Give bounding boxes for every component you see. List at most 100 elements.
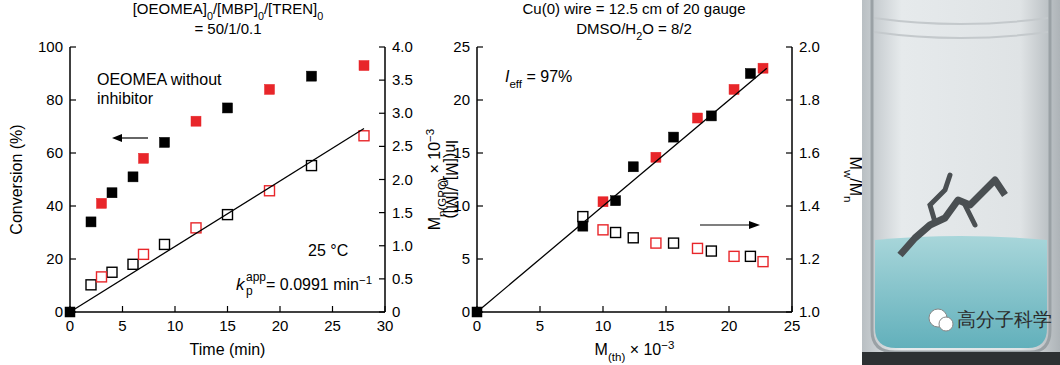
data-point (693, 243, 703, 253)
y-tick-label: 25 (453, 38, 470, 55)
y-tick-label: 100 (38, 38, 63, 55)
data-point (598, 225, 608, 235)
y2-tick (379, 179, 385, 180)
y-tick (70, 46, 76, 47)
data-point (128, 172, 138, 182)
y2-tick (379, 80, 385, 81)
text-part: n(GPC) (436, 178, 448, 217)
y2-tick (379, 245, 385, 246)
y2-tick-label: 1.2 (799, 250, 820, 267)
annotation: 25 °C (308, 242, 348, 259)
y2-tick (379, 212, 385, 213)
photo: 高分子科学 (862, 0, 1060, 365)
data-point (139, 153, 149, 163)
data-point (745, 69, 755, 79)
y2-tick (786, 258, 792, 259)
logo (939, 317, 953, 331)
x-tick-label: 0 (473, 317, 481, 334)
text-part: Cu(0) wire = 12.5 cm of 20 gauge (522, 0, 745, 17)
text-part: DMSO/H (576, 20, 636, 37)
y-tick (477, 152, 483, 153)
data-point (107, 267, 117, 277)
annotation: app (246, 270, 266, 284)
x-tick (665, 306, 666, 312)
text-part: O = 8/2 (642, 20, 692, 37)
x-tick (539, 306, 540, 312)
y2-tick-label: 0 (392, 303, 400, 320)
y2-tick-label: 4.0 (392, 38, 413, 55)
text-part: (th) (608, 351, 625, 363)
y-tick-label: 10 (453, 197, 470, 214)
x-tick-label: 15 (219, 317, 236, 334)
y2-tick-label: 2.0 (392, 171, 413, 188)
y-tick-label: 20 (453, 91, 470, 108)
data-point (628, 233, 638, 243)
y-tick (477, 99, 483, 100)
data-point (669, 132, 679, 142)
x-tick-label: 10 (167, 317, 184, 334)
text-part: [OEOMEA] (133, 0, 207, 17)
data-point (86, 280, 96, 290)
text-part: × 10 (426, 142, 443, 178)
panel: Cu(0) wire = 12.5 cm of 20 gauge DMSO/H2O… (424, 0, 864, 363)
y-tick-label: 80 (46, 91, 63, 108)
y-tick (70, 152, 76, 153)
annotation: p (246, 284, 253, 298)
x-tick (728, 306, 729, 312)
fit-line (70, 128, 364, 312)
y-tick (477, 46, 483, 47)
text-part: /[MBP] (213, 0, 258, 17)
y2-tick-label: 1.8 (799, 91, 820, 108)
x-axis-label: M(th) × 10−3 (595, 339, 675, 363)
y2-tick (786, 205, 792, 206)
text-part: Conversion (%) (8, 124, 25, 234)
y2-tick-label: 3.0 (392, 104, 413, 121)
text-part: M (595, 341, 608, 358)
data-point (97, 272, 107, 282)
data-point (693, 113, 703, 123)
x-tick-label: 5 (118, 317, 126, 334)
y-tick-label: 40 (46, 197, 63, 214)
y2-tick-label: 1.4 (799, 197, 820, 214)
x-tick-label: 25 (784, 317, 801, 334)
annotation: inhibitor (97, 90, 154, 107)
copper-wire (930, 175, 975, 225)
data-point (758, 257, 768, 267)
y2-tick-label: 2.5 (392, 137, 413, 154)
text-part: Time (min) (190, 341, 266, 358)
y-tick-label: 5 (462, 250, 470, 267)
y-tick-label: 60 (46, 144, 63, 161)
data-point (265, 84, 275, 94)
x-tick (602, 306, 603, 312)
y2-tick-label: 1.6 (799, 144, 820, 161)
text-part: /[TREN] (264, 0, 317, 17)
y2-tick-label: 1.0 (392, 237, 413, 254)
annotation: = 0.0991 min−1 (266, 274, 372, 293)
vial-rim (874, 18, 1048, 38)
x-tick (791, 306, 792, 312)
y2-tick (379, 278, 385, 279)
x-tick (279, 306, 280, 312)
arrow (118, 137, 148, 138)
y-tick (477, 258, 483, 259)
x-tick (227, 306, 228, 312)
y-tick (70, 99, 76, 100)
x-tick (174, 306, 175, 312)
data-point (729, 251, 739, 261)
title: DMSO/H2O = 8/2 (576, 20, 692, 42)
data-point (191, 116, 201, 126)
annotation: OEOMEA without (97, 71, 222, 88)
y-tick-label: 0 (462, 303, 470, 320)
copper-wire (900, 180, 1005, 255)
annotation: Ieff = 97% (505, 68, 572, 90)
y2-tick (379, 46, 385, 47)
x-tick-label: 10 (595, 317, 612, 334)
arrow-head (112, 134, 122, 142)
y-tick-label: 0 (55, 303, 63, 320)
y2-tick-label: 2.0 (799, 38, 820, 55)
plot-area (65, 61, 369, 317)
x-tick-label: 30 (377, 317, 394, 334)
y-axis-label: Conversion (%) (8, 124, 25, 234)
x-tick-label: 25 (324, 317, 341, 334)
plot-area (472, 63, 768, 317)
